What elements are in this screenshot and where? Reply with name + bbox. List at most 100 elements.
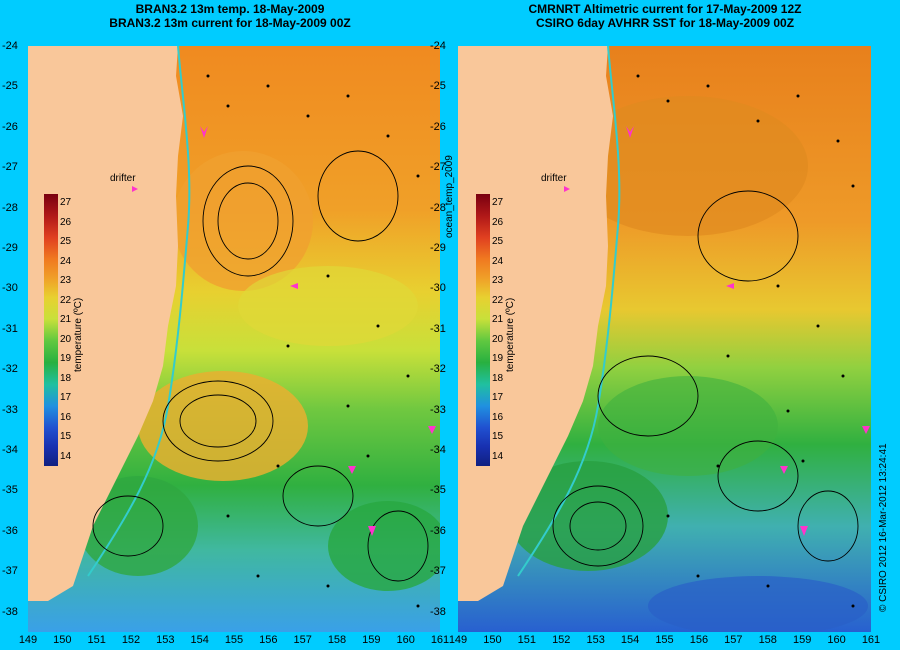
lat-tick-label: -38 [430, 605, 446, 618]
lat-tick-label: -35 [2, 484, 18, 497]
lon-tick-label: 155 [655, 634, 674, 646]
lon-tick-label: 155 [224, 634, 244, 646]
lon-tick-label: 158 [327, 634, 347, 646]
lat-tick-label: -33 [2, 403, 18, 416]
colorbar-right [476, 194, 490, 466]
lat-tick-label: -28 [430, 201, 446, 214]
lon-tick-label: 157 [293, 634, 312, 646]
lon-tick-label: 149 [448, 634, 468, 646]
lon-tick-label: 159 [362, 634, 381, 646]
colorbar-tick: 14 [492, 450, 504, 462]
lon-tick-label: 157 [724, 634, 743, 646]
left-title-line2: BRAN3.2 13m current for 18-May-2009 00Z [109, 16, 351, 30]
right-title: CMRNRT Altimetric current for 17-May-200… [455, 2, 875, 30]
left-map [28, 46, 440, 632]
lon-tick-label: 161 [430, 634, 450, 646]
colorbar-tick: 16 [492, 411, 504, 423]
right-title-line2: CSIRO 6day AVHRR SST for 18-May-2009 00Z [535, 16, 795, 30]
colorbar-tick: 18 [492, 372, 504, 384]
east-australian-current [87, 46, 191, 577]
lat-tick-label: -30 [2, 282, 18, 295]
lat-tick-label: -36 [430, 524, 446, 537]
colorbar-tick: 18 [60, 372, 72, 384]
lon-tick-label: 160 [827, 634, 846, 646]
colorbar-tick: 15 [492, 431, 504, 442]
colorbar-left [44, 194, 58, 466]
east-australian-current [517, 46, 621, 577]
colorbar-tick: 19 [492, 353, 504, 364]
lon-tick-label: 153 [586, 634, 605, 646]
copyright-credit: © CSIRO 2012 16-Mar-2012 13:24:41 [878, 443, 889, 612]
lon-tick-label: 161 [861, 634, 881, 646]
colorbar-tick: 22 [492, 294, 504, 306]
lon-tick-label: 156 [689, 634, 709, 646]
lat-tick-label: -35 [430, 484, 446, 497]
colorbar-tick: 25 [60, 236, 72, 247]
colorbar-tick: 20 [60, 333, 72, 345]
colorbar-tick: 23 [60, 275, 72, 286]
drifter-label-left: drifter [110, 173, 136, 184]
lon-tick-label: 151 [517, 634, 536, 646]
current-arrows-left [206, 74, 420, 608]
lat-tick-label: -37 [2, 565, 18, 578]
lon-tick-label: 154 [620, 634, 640, 646]
lat-tick-label: -24 [2, 40, 18, 52]
lat-tick-label: -25 [430, 80, 446, 93]
lon-tick-label: 152 [121, 634, 141, 646]
colorbar-tick: 27 [492, 197, 504, 208]
lon-tick-label: 150 [53, 634, 72, 646]
lat-tick-label: -29 [430, 242, 446, 254]
colorbar-tick: 24 [492, 255, 504, 267]
lat-tick-label: -31 [2, 322, 18, 335]
colorbar-title-right: temperature (ºC) [505, 297, 516, 372]
colorbar-tick: 14 [60, 450, 72, 462]
left-title: BRAN3.2 13m temp. 18-May-2009 BRAN3.2 13… [20, 2, 440, 30]
land-australia [458, 46, 613, 601]
lat-tick-label: -24 [430, 40, 446, 52]
lat-tick-label: -34 [430, 444, 446, 456]
drifter-markers-left [132, 126, 436, 536]
lat-tick-label: -28 [2, 201, 18, 214]
lat-tick-label: -38 [2, 605, 18, 618]
drifter-markers-right [564, 126, 870, 536]
side-label: ocean_temp_2009 [444, 155, 455, 238]
right-map [458, 46, 871, 632]
lat-tick-label: -26 [2, 120, 18, 133]
lon-tick-label: 152 [552, 634, 571, 646]
lat-tick-label: -30 [430, 282, 446, 295]
lat-tick-label: -36 [2, 524, 18, 537]
lon-tick-label: 160 [396, 634, 415, 646]
colorbar-tick: 17 [492, 392, 504, 403]
lon-tick-label: 153 [156, 634, 175, 646]
lat-tick-label: -27 [2, 161, 18, 174]
current-eddies-left [92, 150, 429, 582]
colorbar-tick: 24 [60, 255, 72, 267]
lat-tick-label: -32 [430, 363, 446, 376]
right-title-line1: CMRNRT Altimetric current for 17-May-200… [528, 2, 802, 16]
lat-tick-label: -32 [2, 363, 18, 376]
current-eddies-right [552, 190, 859, 567]
lat-tick-label: -33 [430, 403, 446, 416]
land-australia [28, 46, 183, 601]
lat-tick-label: -29 [2, 242, 18, 254]
lon-tick-label: 158 [758, 634, 777, 646]
lon-tick-label: 154 [190, 634, 209, 646]
lat-tick-label: -26 [430, 120, 446, 133]
lat-tick-label: -27 [430, 161, 446, 174]
colorbar-tick: 19 [60, 353, 72, 364]
colorbar-tick: 15 [60, 431, 72, 442]
left-title-line1: BRAN3.2 13m temp. 18-May-2009 [135, 2, 325, 16]
colorbar-tick: 17 [60, 392, 72, 403]
lon-tick-label: 150 [483, 634, 502, 646]
current-arrows-right [636, 74, 855, 608]
colorbar-title-left: temperature (ºC) [73, 297, 84, 372]
colorbar-tick: 25 [492, 236, 504, 247]
lon-tick-label: 151 [87, 634, 106, 646]
lon-tick-label: 156 [259, 634, 278, 646]
colorbar-tick: 23 [492, 275, 504, 286]
colorbar-tick: 22 [60, 294, 72, 306]
colorbar-tick: 27 [60, 197, 72, 208]
drifter-label-right: drifter [541, 173, 567, 184]
lat-tick-label: -34 [2, 444, 18, 456]
colorbar-tick: 21 [60, 314, 72, 325]
